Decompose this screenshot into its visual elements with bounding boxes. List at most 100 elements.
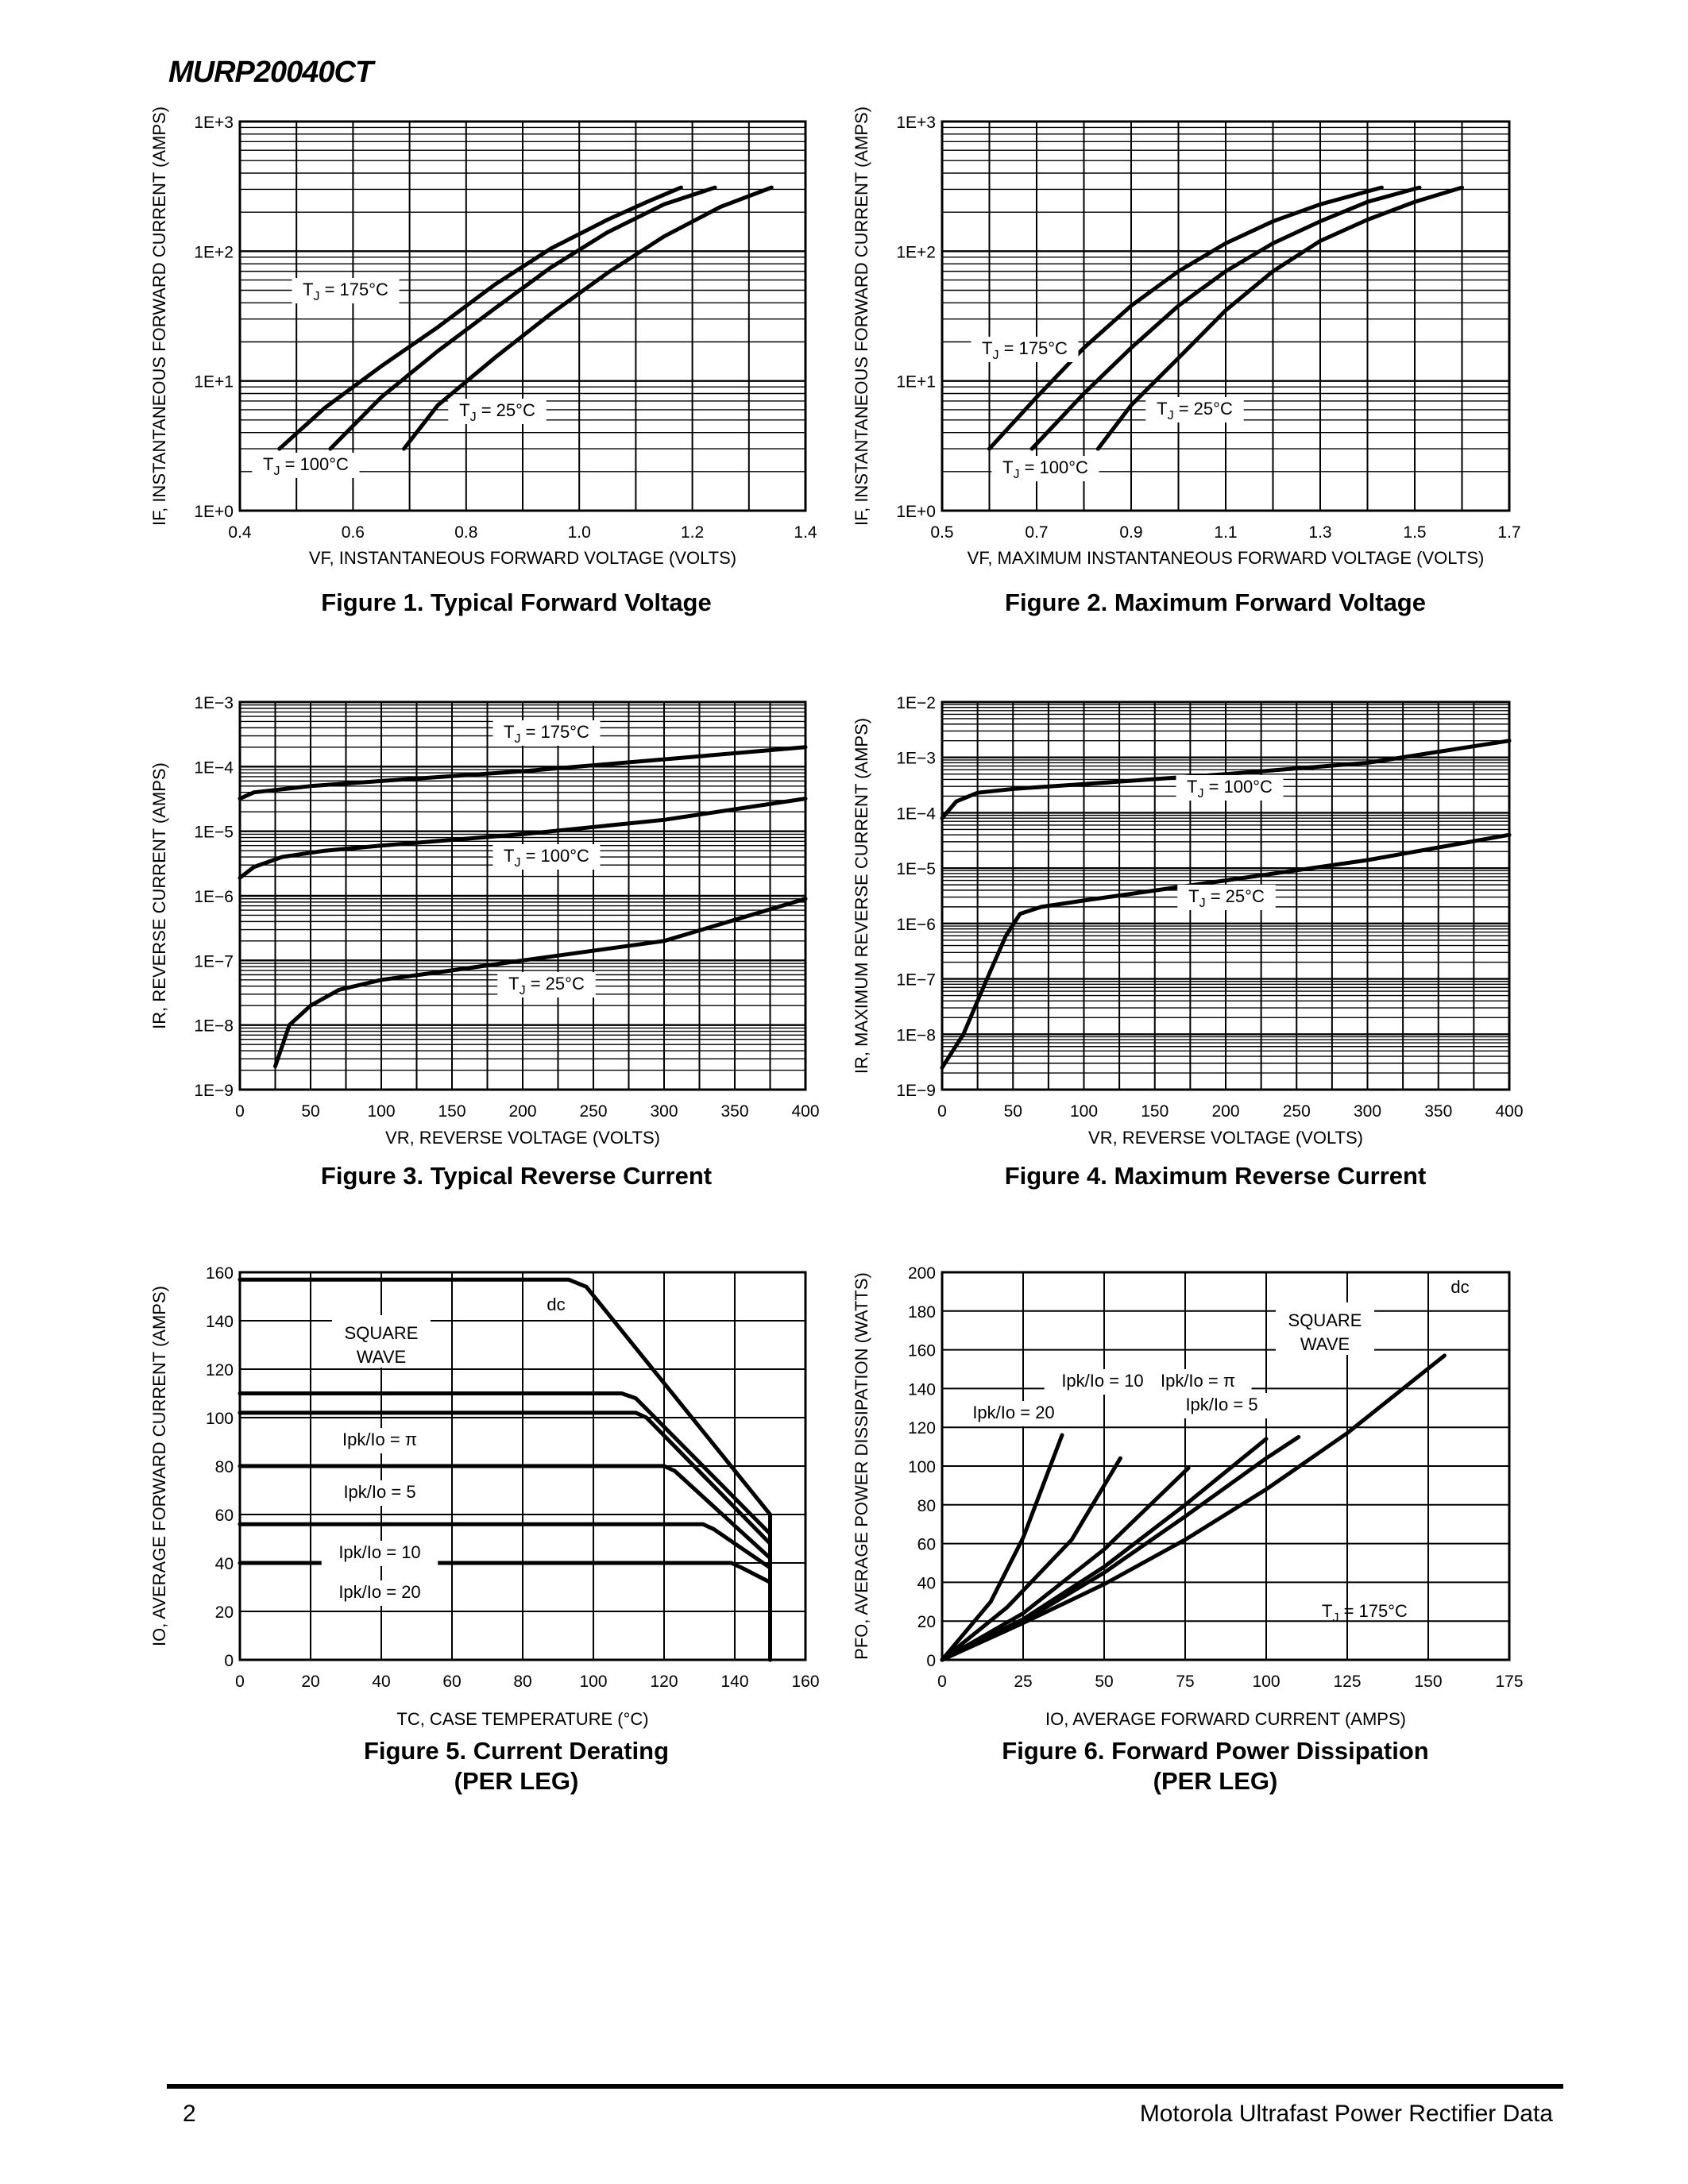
x-tick-label: 175 xyxy=(1495,1673,1523,1691)
x-tick-label: 50 xyxy=(301,1102,319,1121)
series-label-bg xyxy=(1144,1369,1252,1395)
plot-frame xyxy=(238,700,807,1091)
figure-2-caption-text: Figure 2. Maximum Forward Voltage xyxy=(1005,588,1426,616)
y-tick-label: 1E+2 xyxy=(194,243,234,261)
series-line-ipk-io-5 xyxy=(940,1465,1191,1662)
y-tick-label: 180 xyxy=(908,1303,936,1322)
y-tick-label: 1E−7 xyxy=(896,971,936,990)
series-label-square-wave-2: WAVE xyxy=(357,1347,406,1367)
y-tick-label: 1E−4 xyxy=(896,805,936,823)
series-label-ipk-io-5: Ipk/Io = 5 xyxy=(343,1482,415,1502)
y-tick-label: 1E−5 xyxy=(194,824,234,842)
y-tick-label: 1E−2 xyxy=(896,694,936,712)
y-tick-label: 1E+0 xyxy=(896,503,936,521)
y-axis-label: IR, REVERSE CURRENT (AMPS) xyxy=(149,762,169,1029)
series-label-bg xyxy=(991,456,1099,481)
series-line-tj-25-c xyxy=(273,897,808,1069)
y-tick-label: 1E+2 xyxy=(896,243,936,261)
figure-6-caption-sub: (PER LEG) xyxy=(1153,1767,1278,1795)
series-label-ipk-io-20: Ipk/Io = 20 xyxy=(338,1582,420,1602)
y-tick-label: 80 xyxy=(917,1497,936,1515)
x-tick-label: 0 xyxy=(235,1673,245,1691)
x-tick-label: 250 xyxy=(1283,1102,1311,1121)
plot-frame xyxy=(941,120,1511,512)
x-tick-label: 40 xyxy=(372,1673,390,1691)
x-tick-label: 250 xyxy=(579,1102,607,1121)
x-tick-label: 100 xyxy=(579,1673,607,1691)
x-tick-label: 0 xyxy=(937,1102,947,1121)
x-tick-label: 25 xyxy=(1014,1673,1032,1691)
y-tick-label: 1E−6 xyxy=(896,916,936,934)
x-tick-label: 100 xyxy=(1070,1102,1098,1121)
x-tick-label: 100 xyxy=(367,1102,395,1121)
series-label-tj-175-c: TJ = 175°C xyxy=(504,722,589,746)
x-tick-label: 300 xyxy=(1354,1102,1381,1121)
y-tick-label: 1E−8 xyxy=(194,1017,234,1036)
grid xyxy=(941,122,1510,512)
y-tick-label: 100 xyxy=(206,1410,234,1428)
x-tick-label: 20 xyxy=(301,1673,319,1691)
y-tick-label: 40 xyxy=(215,1555,234,1573)
series-label-bg xyxy=(971,337,1079,362)
x-tick-label: 400 xyxy=(791,1102,819,1121)
series-line-ipk-io-10 xyxy=(238,1522,772,1662)
y-tick-label: 1E−6 xyxy=(194,888,234,906)
series-label-tj-175-c: TJ = 175°C xyxy=(303,280,388,303)
series-line-tj-100-c xyxy=(328,185,717,451)
series-label-bg xyxy=(321,1541,438,1566)
series-label-square-wave: SQUARE xyxy=(1288,1310,1362,1330)
x-tick-label: 1.2 xyxy=(681,523,704,542)
footer-rule xyxy=(167,2084,1563,2089)
figure-6-caption-text: Figure 6. Forward Power Dissipation xyxy=(1002,1737,1429,1765)
figure-5-caption-text: Figure 5. Current Derating xyxy=(363,1737,670,1765)
x-tick-label: 0 xyxy=(235,1102,245,1121)
figure-1-chart: 0.4 0.6 0.8 1.0 1.2 1.4 1E+0 1E+1 1E+2 1E+3 VF, IN… xyxy=(149,106,817,568)
series-label-tj-25-c: TJ = 25°C xyxy=(1157,399,1233,423)
series-label-tj-100-c: TJ = 100°C xyxy=(263,454,349,478)
y-axis-label: IR, MAXIMUM REVERSE CURRENT (AMPS) xyxy=(852,718,871,1074)
series-label-bg xyxy=(448,399,547,424)
x-axis-label: VF, MAXIMUM INSTANTANEOUS FORWARD VOLTAG… xyxy=(968,548,1485,568)
figure-5-caption: Figure 5. Current Derating (PER LEG) xyxy=(238,1736,794,1796)
plot-frame xyxy=(238,120,807,512)
x-tick-label: 120 xyxy=(650,1673,678,1691)
y-tick-label: 60 xyxy=(215,1507,234,1525)
figure-2-caption: Figure 2. Maximum Forward Voltage xyxy=(937,588,1493,618)
y-tick-label: 1E+3 xyxy=(194,114,234,132)
series-line-ipk-io xyxy=(238,1410,772,1662)
series-line-tj-175-c xyxy=(987,185,1384,451)
series-line-tj-100-c xyxy=(238,797,808,880)
grid xyxy=(941,1271,1510,1661)
series-line-ipk-io-20 xyxy=(238,1561,772,1662)
y-axis-label: IF, INSTANTANEOUS FORWARD CURRENT (AMPS) xyxy=(149,106,169,526)
series-line-ipk-io-20 xyxy=(940,1433,1064,1662)
page-number: 2 xyxy=(183,2101,196,2127)
series-label-bg xyxy=(1145,397,1244,423)
x-tick-label: 300 xyxy=(650,1102,678,1121)
x-axis-label: VR, REVERSE VOLTAGE (VOLTS) xyxy=(385,1128,660,1148)
x-axis-label: VR, REVERSE VOLTAGE (VOLTS) xyxy=(1088,1128,1363,1148)
y-tick-label: 140 xyxy=(908,1380,936,1399)
x-axis-label: VF, INSTANTANEOUS FORWARD VOLTAGE (VOLTS… xyxy=(309,548,736,568)
series-label-square-wave: SQUARE xyxy=(345,1323,419,1343)
series-label-ipk-io-10: Ipk/Io = 10 xyxy=(1061,1371,1143,1391)
y-tick-label: 60 xyxy=(917,1536,936,1554)
series-label-ipk-io-20: Ipk/Io = 20 xyxy=(972,1403,1054,1422)
figure-5-chart: 0 20 40 60 80 100 120 140 160 0 20 40 60 80 100 120 140 1… xyxy=(149,1264,820,1729)
x-tick-label: 0.7 xyxy=(1025,523,1048,542)
series-label-tj-25-c: TJ = 25°C xyxy=(459,400,535,424)
series-line-tj-100-c xyxy=(1029,185,1422,451)
y-axis-label: IF, INSTANTANEOUS FORWARD CURRENT (AMPS) xyxy=(852,106,871,526)
series-label-bg xyxy=(492,720,601,746)
publication-name: Motorola Ultrafast Power Rectifier Data xyxy=(1139,2101,1553,2127)
figure-1-panel: 0.4 0.6 0.8 1.0 1.2 1.4 1E+0 1E+1 1E+2 1E+3 VF, IN… xyxy=(0,95,842,572)
series-label-bg xyxy=(326,1480,434,1506)
x-tick-label: 150 xyxy=(1414,1673,1442,1691)
y-tick-label: 1E+1 xyxy=(896,373,936,392)
series-label-square-wave-2: WAVE xyxy=(1300,1334,1350,1354)
x-tick-label: 0.4 xyxy=(228,523,252,542)
series-label-tj-25-c: TJ = 25°C xyxy=(1188,886,1265,910)
figure-3-panel: 0 50 100 150 200 250 300 350 400 1E−9 1E−8 1E−7 1E−6… xyxy=(0,667,842,1152)
series-label-ipk-io-10: Ipk/Io = 10 xyxy=(338,1542,420,1562)
y-tick-label: 1E−9 xyxy=(896,1082,936,1100)
